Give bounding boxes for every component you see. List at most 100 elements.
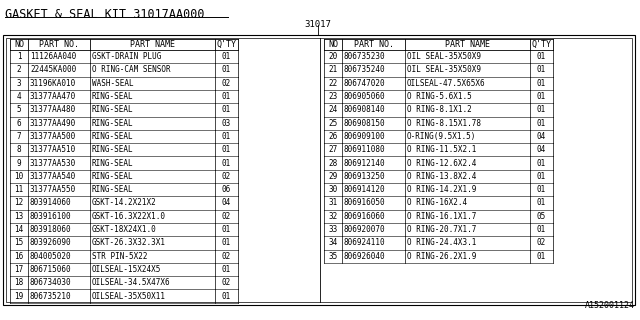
Bar [3, 35, 635, 305]
Text: 01: 01 [537, 105, 546, 114]
Text: 01: 01 [222, 66, 231, 75]
Text: 10: 10 [14, 172, 24, 181]
Text: 25: 25 [328, 119, 338, 128]
Text: 03: 03 [222, 119, 231, 128]
Text: PART NO.: PART NO. [39, 40, 79, 49]
Text: 29: 29 [328, 172, 338, 181]
Text: 04: 04 [222, 198, 231, 207]
Text: 803914060: 803914060 [30, 198, 72, 207]
Text: OIL SEAL-35X50X9: OIL SEAL-35X50X9 [407, 66, 481, 75]
Text: O RING-11.5X2.1: O RING-11.5X2.1 [407, 145, 476, 154]
Text: GSKT-DRAIN PLUG: GSKT-DRAIN PLUG [92, 52, 161, 61]
Text: 31377AA540: 31377AA540 [30, 172, 76, 181]
Text: 7: 7 [17, 132, 21, 141]
Text: RING-SEAL: RING-SEAL [92, 132, 134, 141]
Text: 31377AA510: 31377AA510 [30, 145, 76, 154]
Text: 806912140: 806912140 [344, 158, 386, 168]
Text: 02: 02 [222, 172, 231, 181]
Text: O RING-5.6X1.5: O RING-5.6X1.5 [407, 92, 472, 101]
Text: 31196KA010: 31196KA010 [30, 79, 76, 88]
Text: RING-SEAL: RING-SEAL [92, 185, 134, 194]
Text: 1: 1 [17, 52, 21, 61]
Text: PART NAME: PART NAME [130, 40, 175, 49]
Text: 806920070: 806920070 [344, 225, 386, 234]
Text: 806735210: 806735210 [30, 292, 72, 300]
Text: 01: 01 [537, 198, 546, 207]
Text: OILSEAL-34.5X47X6: OILSEAL-34.5X47X6 [92, 278, 171, 287]
Text: 31: 31 [328, 198, 338, 207]
Text: 803918060: 803918060 [30, 225, 72, 234]
Text: 01: 01 [537, 66, 546, 75]
Text: 06: 06 [222, 185, 231, 194]
Text: 806735230: 806735230 [344, 52, 386, 61]
Text: 806913250: 806913250 [344, 172, 386, 181]
Text: 806911080: 806911080 [344, 145, 386, 154]
Text: 4: 4 [17, 92, 21, 101]
Text: Q'TY: Q'TY [216, 40, 237, 49]
Text: 806735240: 806735240 [344, 66, 386, 75]
Text: O RING-8.1X1.2: O RING-8.1X1.2 [407, 105, 472, 114]
Text: 15: 15 [14, 238, 24, 247]
Text: 34: 34 [328, 238, 338, 247]
Text: NO: NO [14, 40, 24, 49]
Text: PART NAME: PART NAME [445, 40, 490, 49]
Text: 01: 01 [222, 105, 231, 114]
Text: O RING-16X2.4: O RING-16X2.4 [407, 198, 467, 207]
Text: RING-SEAL: RING-SEAL [92, 145, 134, 154]
Text: OILSEAL-15X24X5: OILSEAL-15X24X5 [92, 265, 161, 274]
Text: 22445KA000: 22445KA000 [30, 66, 76, 75]
Text: RING-SEAL: RING-SEAL [92, 172, 134, 181]
Text: OIL SEAL-35X50X9: OIL SEAL-35X50X9 [407, 52, 481, 61]
Text: 01: 01 [537, 225, 546, 234]
Text: 32: 32 [328, 212, 338, 221]
Text: 803916100: 803916100 [30, 212, 72, 221]
Text: 01: 01 [222, 238, 231, 247]
Text: 05: 05 [537, 212, 546, 221]
Text: O RING-CAM SENSOR: O RING-CAM SENSOR [92, 66, 171, 75]
Text: 5: 5 [17, 105, 21, 114]
Text: 806926040: 806926040 [344, 252, 386, 261]
Text: 806908150: 806908150 [344, 119, 386, 128]
Text: RING-SEAL: RING-SEAL [92, 105, 134, 114]
Text: 27: 27 [328, 145, 338, 154]
Text: 01: 01 [222, 145, 231, 154]
Text: STR PIN-5X22: STR PIN-5X22 [92, 252, 147, 261]
Text: O RING-16.1X1.7: O RING-16.1X1.7 [407, 212, 476, 221]
Text: 18: 18 [14, 278, 24, 287]
Text: 31377AA500: 31377AA500 [30, 132, 76, 141]
Text: O RING-24.4X3.1: O RING-24.4X3.1 [407, 238, 476, 247]
Text: 01: 01 [222, 92, 231, 101]
Text: 01: 01 [222, 158, 231, 168]
Text: 806747020: 806747020 [344, 79, 386, 88]
Text: 01: 01 [222, 52, 231, 61]
Text: 01: 01 [537, 79, 546, 88]
Text: PART NO.: PART NO. [353, 40, 394, 49]
Text: 01: 01 [537, 252, 546, 261]
Text: 806715060: 806715060 [30, 265, 72, 274]
Text: 22: 22 [328, 79, 338, 88]
Text: 806734030: 806734030 [30, 278, 72, 287]
Text: O RING-12.6X2.4: O RING-12.6X2.4 [407, 158, 476, 168]
Text: OILSEAL-47.5X65X6: OILSEAL-47.5X65X6 [407, 79, 486, 88]
Text: 19: 19 [14, 292, 24, 300]
Text: O-RING(9.5X1.5): O-RING(9.5X1.5) [407, 132, 476, 141]
Text: O RING-8.15X1.78: O RING-8.15X1.78 [407, 119, 481, 128]
Text: 02: 02 [537, 238, 546, 247]
Text: 8: 8 [17, 145, 21, 154]
Text: 01: 01 [222, 132, 231, 141]
Text: 21: 21 [328, 66, 338, 75]
Text: 02: 02 [222, 212, 231, 221]
Text: 806916050: 806916050 [344, 198, 386, 207]
Text: 28: 28 [328, 158, 338, 168]
Text: 806924110: 806924110 [344, 238, 386, 247]
Text: 31377AA550: 31377AA550 [30, 185, 76, 194]
Text: 6: 6 [17, 119, 21, 128]
Text: 04: 04 [537, 145, 546, 154]
Text: 01: 01 [222, 265, 231, 274]
Text: 01: 01 [537, 158, 546, 168]
Text: 01: 01 [222, 292, 231, 300]
Text: 24: 24 [328, 105, 338, 114]
Text: RING-SEAL: RING-SEAL [92, 119, 134, 128]
Text: 9: 9 [17, 158, 21, 168]
Text: 3: 3 [17, 79, 21, 88]
